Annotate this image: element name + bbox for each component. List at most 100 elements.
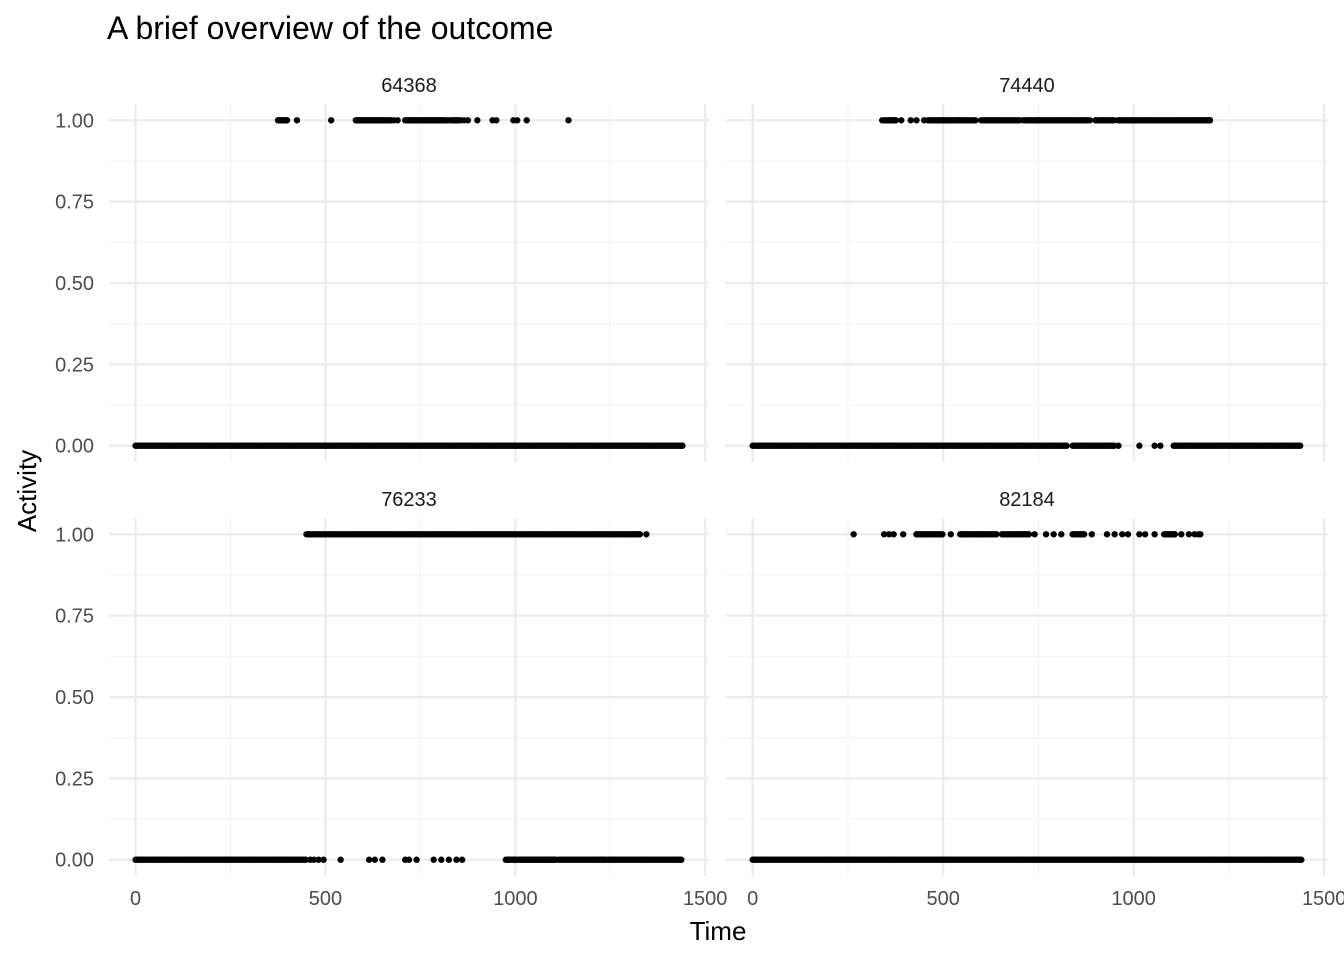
data-point xyxy=(1019,117,1027,124)
data-point xyxy=(305,531,312,538)
data-point xyxy=(504,856,511,863)
data-point xyxy=(1136,531,1143,538)
data-point xyxy=(1058,117,1065,124)
data-point xyxy=(999,531,1006,538)
data-point xyxy=(439,117,447,124)
data-point xyxy=(979,531,987,538)
data-point xyxy=(394,117,401,124)
data-point xyxy=(1122,117,1130,124)
data-point xyxy=(962,117,970,124)
data-point xyxy=(1080,531,1088,538)
data-point xyxy=(913,117,920,124)
x-axis-title: Time xyxy=(690,916,747,946)
data-point xyxy=(1168,117,1175,124)
data-point xyxy=(898,117,905,124)
y-tick-label: 0.00 xyxy=(55,850,94,872)
data-point xyxy=(1035,117,1042,124)
data-point xyxy=(1107,117,1115,124)
data-point xyxy=(1141,531,1149,538)
data-point xyxy=(453,856,460,863)
data-point xyxy=(1151,442,1158,449)
data-point xyxy=(955,117,962,124)
data-point xyxy=(1058,531,1065,538)
data-point xyxy=(899,531,907,538)
data-point xyxy=(1004,531,1012,538)
data-point xyxy=(1092,117,1099,124)
data-point xyxy=(458,856,466,863)
data-point xyxy=(985,531,993,538)
data-point xyxy=(438,856,445,863)
x-tick-label: 1500 xyxy=(683,888,728,910)
data-point xyxy=(474,117,481,124)
data-point xyxy=(1115,117,1122,124)
data-point xyxy=(512,856,519,863)
data-point xyxy=(1063,442,1070,449)
data-point xyxy=(1000,117,1008,124)
data-point xyxy=(928,531,935,538)
y-tick-label: 0.25 xyxy=(55,768,94,790)
data-point xyxy=(542,856,549,863)
data-point xyxy=(1008,117,1015,124)
data-point xyxy=(283,117,290,124)
data-point xyxy=(1075,531,1082,538)
data-point xyxy=(1111,531,1118,538)
data-point xyxy=(405,856,413,863)
x-tick-label: 1000 xyxy=(1111,888,1156,910)
data-point xyxy=(293,117,301,124)
data-point xyxy=(907,117,914,124)
data-point xyxy=(678,856,685,863)
data-point xyxy=(1296,442,1304,449)
data-point xyxy=(957,531,964,538)
data-point xyxy=(1130,117,1137,124)
data-point xyxy=(371,856,379,863)
data-point xyxy=(993,117,1000,124)
y-tick-label: 0.50 xyxy=(55,273,94,295)
data-point xyxy=(1086,117,1094,124)
data-point xyxy=(1115,442,1122,449)
y-tick-label: 1.00 xyxy=(55,524,94,546)
data-point xyxy=(1176,117,1183,124)
data-point xyxy=(1065,117,1073,124)
data-point xyxy=(974,531,981,538)
data-point xyxy=(1027,117,1035,124)
data-point xyxy=(529,856,536,863)
data-point xyxy=(1151,531,1158,538)
data-point xyxy=(1145,117,1153,124)
data-point xyxy=(850,531,857,538)
data-point xyxy=(1031,531,1038,538)
y-tick-label: 0.25 xyxy=(55,354,94,376)
data-point xyxy=(1199,117,1206,124)
data-point xyxy=(327,117,335,124)
data-point xyxy=(1080,117,1088,124)
data-point xyxy=(1136,442,1143,449)
data-point xyxy=(1088,531,1095,538)
data-point xyxy=(550,856,557,863)
data-point xyxy=(968,531,975,538)
data-point xyxy=(534,856,542,863)
data-point xyxy=(413,856,420,863)
data-point xyxy=(493,117,500,124)
x-tick-label: 0 xyxy=(747,888,758,910)
data-point xyxy=(985,117,993,124)
data-point xyxy=(320,856,327,863)
data-point xyxy=(947,531,954,538)
x-tick-label: 1500 xyxy=(1302,888,1344,910)
data-point xyxy=(1197,531,1204,538)
data-point xyxy=(1183,117,1191,124)
data-point xyxy=(523,117,530,124)
y-tick-label: 0.75 xyxy=(55,192,94,214)
data-point xyxy=(920,117,928,124)
facet-strip-label: 64368 xyxy=(381,75,437,97)
facet-panel-74440: 74440 xyxy=(726,75,1328,462)
data-point xyxy=(913,531,920,538)
data-point xyxy=(1069,531,1076,538)
data-point xyxy=(445,856,453,863)
data-point xyxy=(1178,531,1185,538)
data-point xyxy=(962,531,970,538)
y-tick-label: 0.50 xyxy=(55,687,94,709)
data-point xyxy=(315,856,322,863)
data-point xyxy=(302,856,309,863)
x-tick-label: 500 xyxy=(309,888,342,910)
data-point xyxy=(892,117,899,124)
